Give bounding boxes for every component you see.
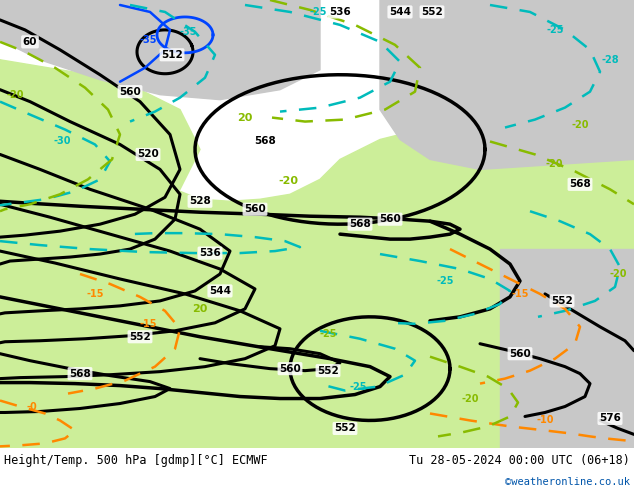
Polygon shape xyxy=(500,249,634,448)
Text: 568: 568 xyxy=(569,179,591,189)
Text: -15: -15 xyxy=(139,319,157,329)
Text: 60: 60 xyxy=(23,37,37,47)
Text: 544: 544 xyxy=(389,7,411,17)
Text: 528: 528 xyxy=(189,196,211,206)
Text: -30: -30 xyxy=(53,137,71,147)
Text: 552: 552 xyxy=(421,7,443,17)
Text: 536: 536 xyxy=(199,248,221,258)
Polygon shape xyxy=(200,219,420,319)
Text: -15: -15 xyxy=(511,289,529,299)
Text: -20: -20 xyxy=(545,159,563,170)
Text: 560: 560 xyxy=(379,214,401,224)
Text: -35: -35 xyxy=(179,27,197,37)
Text: -25: -25 xyxy=(436,276,454,286)
Polygon shape xyxy=(380,0,634,170)
Polygon shape xyxy=(0,60,200,209)
Text: -20: -20 xyxy=(462,393,479,404)
Text: 568: 568 xyxy=(69,368,91,379)
Text: Tu 28-05-2024 00:00 UTC (06+18): Tu 28-05-2024 00:00 UTC (06+18) xyxy=(409,454,630,466)
Text: -20: -20 xyxy=(571,120,589,129)
Text: Height/Temp. 500 hPa [gdmp][°C] ECMWF: Height/Temp. 500 hPa [gdmp][°C] ECMWF xyxy=(4,454,268,466)
Text: 544: 544 xyxy=(209,286,231,296)
Text: 552: 552 xyxy=(334,423,356,434)
Text: 560: 560 xyxy=(119,87,141,97)
Text: 512: 512 xyxy=(161,50,183,60)
Text: 560: 560 xyxy=(509,349,531,359)
Polygon shape xyxy=(0,329,634,448)
Text: -0: -0 xyxy=(27,401,37,412)
Text: -20: -20 xyxy=(278,176,298,186)
Text: -20: -20 xyxy=(609,269,627,279)
Text: 568: 568 xyxy=(254,137,276,147)
Text: 536: 536 xyxy=(329,7,351,17)
Text: -25: -25 xyxy=(547,25,564,35)
Polygon shape xyxy=(0,60,634,448)
Text: -28: -28 xyxy=(601,55,619,65)
Text: 552: 552 xyxy=(129,332,151,342)
Text: 552: 552 xyxy=(551,296,573,306)
Text: 20: 20 xyxy=(192,304,208,314)
Text: 568: 568 xyxy=(349,219,371,229)
Text: -10: -10 xyxy=(536,416,553,425)
Text: 560: 560 xyxy=(244,204,266,214)
Text: -15: -15 xyxy=(86,289,104,299)
Text: -25: -25 xyxy=(349,382,366,392)
Text: ©weatheronline.co.uk: ©weatheronline.co.uk xyxy=(505,477,630,487)
Text: 20: 20 xyxy=(237,113,253,122)
Text: -35: -35 xyxy=(139,35,157,45)
Text: 520: 520 xyxy=(137,149,159,159)
Text: -20: -20 xyxy=(6,90,23,99)
Polygon shape xyxy=(0,0,320,99)
Text: 552: 552 xyxy=(317,366,339,376)
Text: -25: -25 xyxy=(309,7,327,17)
Text: 560: 560 xyxy=(279,364,301,374)
Text: 576: 576 xyxy=(599,414,621,423)
Text: -25: -25 xyxy=(320,329,337,339)
